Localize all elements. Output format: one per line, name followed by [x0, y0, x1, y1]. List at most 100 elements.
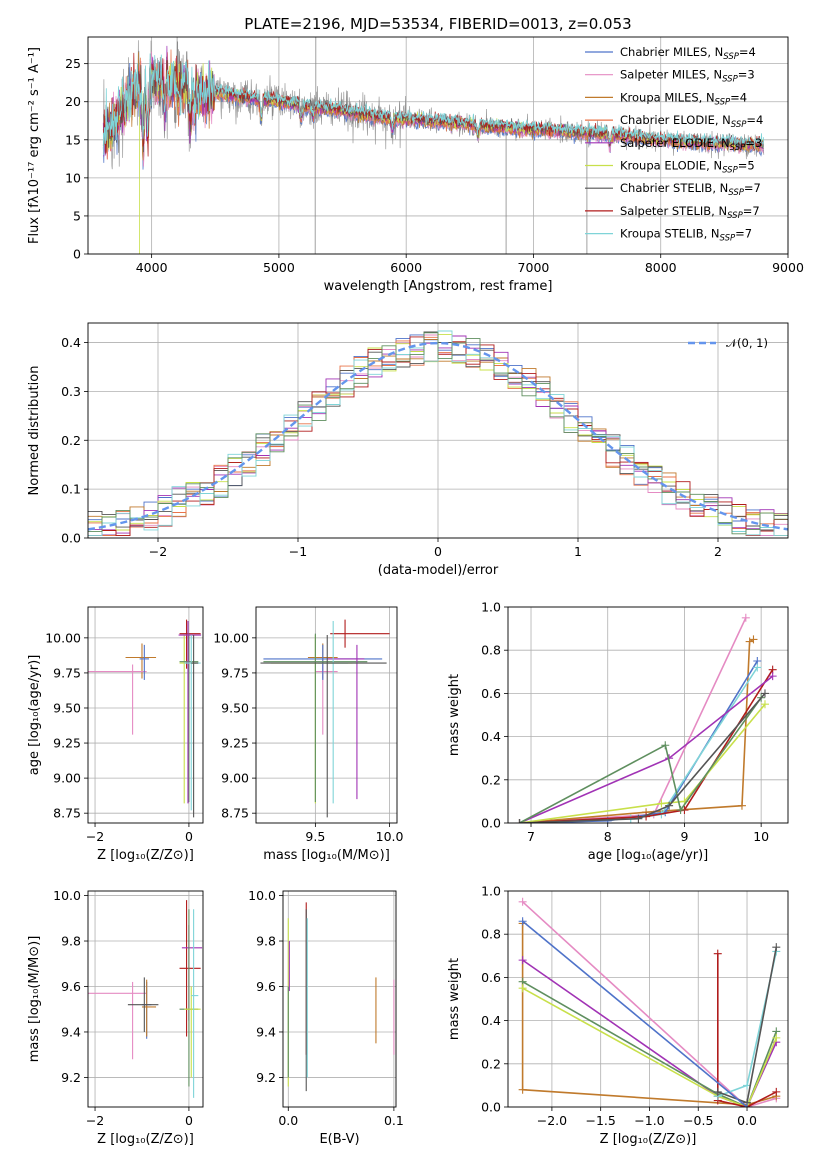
weight-marker: [518, 956, 527, 965]
legend-label: 𝒩(0, 1): [726, 336, 768, 350]
axes-frame: [507, 606, 789, 824]
legend-subscript: SSP: [727, 211, 743, 221]
gridlines: [508, 890, 788, 1108]
weight-line-green: [522, 981, 778, 1107]
weight-line-kroupa_miles: [521, 923, 777, 1106]
weight-marker: [760, 689, 769, 698]
plot-area: [88, 900, 203, 1098]
x-tick-label: 0.0: [737, 1113, 757, 1128]
x-tick-label: 5000: [263, 260, 295, 275]
weight-marker: [749, 635, 758, 644]
y-tick-label: 0.6: [481, 970, 501, 985]
x-tick-label: 10: [753, 829, 769, 844]
y-tick-label: 8.75: [221, 806, 249, 821]
weight-marker: [713, 949, 722, 958]
y-tick-label: 10.00: [213, 630, 249, 645]
legend-value: =7: [735, 227, 752, 241]
y-tick-label: 0.2: [481, 1056, 501, 1071]
legend-label: Kroupa MILES, NSSP=4: [620, 90, 747, 107]
x-tick-label: −2.0: [537, 1113, 567, 1128]
panel-residuals: −2 −1 0 1 2 0.0 0.1 0.2 0.3 0.4 (data-model)/error…: [27, 322, 789, 578]
errorbar-point: [127, 977, 159, 1032]
legend-value: =3: [745, 136, 762, 150]
y-tick-label: 9.8: [61, 934, 81, 949]
legend-value: =7: [744, 181, 761, 195]
y-tick-label: 0.0: [481, 816, 501, 831]
y-tick-label: 0.3: [61, 384, 81, 399]
y-tick-label: 0.4: [481, 729, 501, 744]
y-tick-label: 1.0: [481, 600, 501, 615]
plot-area: [88, 619, 202, 818]
y-tick-label: 10.0: [248, 888, 276, 903]
gridlines: [88, 607, 203, 823]
legend-label: Kroupa ELODIE, NSSP=5: [620, 159, 755, 176]
legend-subscript: SSP: [723, 52, 739, 62]
weight-marker: [634, 814, 643, 823]
x-tick-label: 7000: [518, 260, 550, 275]
weight-marker: [518, 984, 527, 993]
legend-label: Salpeter STELIB, NSSP=7: [620, 204, 760, 221]
y-axis-label: mass weight: [447, 674, 462, 756]
x-tick-label: −2: [86, 829, 104, 844]
x-axis-label: Z [log₁₀(Z/Z⊙)]: [600, 1132, 697, 1147]
y-tick-label: 25: [65, 56, 81, 71]
errorbar-point: [260, 635, 387, 818]
x-tick-label: 9: [680, 829, 688, 844]
y-axis-label: Normed distribution: [27, 366, 42, 496]
weight-line-kroupa_elodie: [519, 703, 766, 823]
errorbar-point: [191, 635, 199, 818]
weight-marker: [772, 943, 781, 952]
weight-marker: [676, 806, 685, 815]
errorbar-point: [125, 643, 157, 679]
x-tick-label: 1: [574, 544, 582, 559]
weight-line-kroupa_miles: [519, 638, 754, 823]
x-tick-label: 0: [434, 544, 442, 559]
x-tick-label: 9000: [772, 260, 804, 275]
legend-label: Kroupa STELIB, NSSP=7: [620, 227, 752, 244]
y-tick-label: 5: [73, 208, 81, 223]
axes-frame: [87, 890, 204, 1108]
weight-line-kroupa_elodie: [522, 987, 778, 1107]
legend-subscript: SSP: [728, 188, 744, 198]
x-tick-label: −0.5: [683, 1113, 713, 1128]
y-tick-label: 9.4: [256, 1024, 276, 1039]
y-tick-label: 9.50: [53, 700, 81, 715]
weight-marker: [665, 801, 674, 810]
y-tick-label: 0.0: [61, 531, 81, 546]
panel-spectrum: 4000 5000 6000 7000 8000 9000 0 5 10 15 20 25 wavele…: [27, 15, 804, 294]
legend-value: =4: [739, 45, 756, 59]
legend-value: =4: [730, 90, 747, 104]
model-line-kroupa_stelib: [102, 53, 764, 156]
plot-area: [102, 37, 765, 254]
weight-marker: [745, 637, 754, 646]
legend-label: Chabrier MILES, NSSP=4: [620, 45, 756, 62]
y-tick-label: 9.25: [221, 736, 249, 751]
errorbar-point: [330, 619, 390, 648]
panel-weight_vs_age: 7 8 9 10 0.0 0.2 0.4 0.6 0.8 1.0 age [log₁₀(age/yr…: [447, 600, 789, 863]
y-tick-label: 0.8: [481, 643, 501, 658]
axes-frame: [87, 36, 789, 255]
x-axis-label: age [log₁₀(age/yr)]: [588, 848, 709, 863]
legend: 𝒩(0, 1): [688, 336, 768, 350]
panel-age_vs_Z: −2 0 8.75 9.00 9.25 9.50 9.75 10.00 Z [log₁₀(Z/Z…: [27, 606, 204, 863]
weight-marker: [768, 672, 777, 681]
x-axis-label: Z [log₁₀(Z/Z⊙)]: [97, 848, 194, 863]
panel-age_vs_mass: 9.5 10.0 8.75 9.00 9.25 9.50 9.75 10.00 mass [lo…: [213, 606, 404, 863]
errorbar-point: [179, 633, 199, 802]
normal-curve: [88, 341, 788, 531]
x-tick-label: 7: [527, 829, 535, 844]
plot-area: [287, 902, 395, 1092]
weight-marker: [753, 663, 762, 672]
errorbar-point: [181, 925, 203, 1021]
y-tick-label: 9.6: [61, 979, 81, 994]
y-axis-label: Flux [fλ10⁻¹⁷ erg cm⁻² s⁻¹ A⁻¹]: [27, 47, 42, 244]
y-tick-label: 9.75: [53, 665, 81, 680]
x-tick-label: 6000: [390, 260, 422, 275]
y-tick-label: 9.00: [221, 771, 249, 786]
y-axis-label: mass [log₁₀(M/M⊙)]: [27, 936, 42, 1063]
weight-line-chabrier_stelib: [519, 692, 766, 823]
y-tick-label: 20: [65, 94, 81, 109]
y-tick-label: 0.4: [61, 335, 81, 350]
y-tick-label: 9.50: [221, 700, 249, 715]
